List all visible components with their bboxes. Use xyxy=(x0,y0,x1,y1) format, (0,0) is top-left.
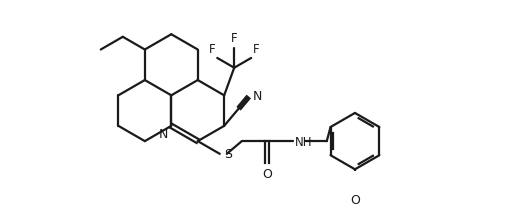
Text: N: N xyxy=(159,128,168,140)
Text: S: S xyxy=(224,148,233,161)
Text: F: F xyxy=(231,32,238,45)
Text: NH: NH xyxy=(295,135,312,148)
Text: N: N xyxy=(253,90,262,102)
Text: F: F xyxy=(209,43,215,55)
Text: O: O xyxy=(262,167,272,181)
Text: O: O xyxy=(350,193,360,204)
Text: F: F xyxy=(253,43,260,55)
